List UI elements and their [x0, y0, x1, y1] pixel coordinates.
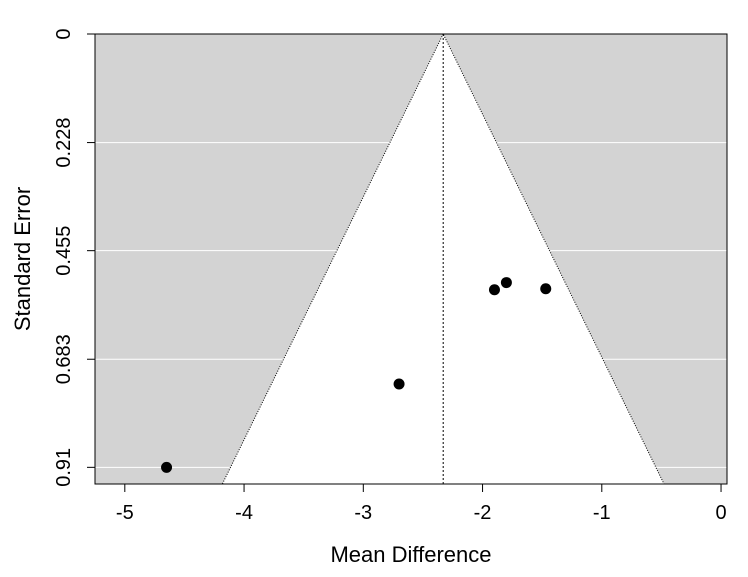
data-point-0 — [161, 461, 173, 473]
y-axis: 0 0.228 0.455 0.683 0.91 — [53, 28, 95, 487]
x-tick-label-2: -3 — [354, 502, 372, 524]
y-tick-label-0: 0 — [53, 28, 75, 39]
x-axis-title: Mean Difference — [330, 542, 491, 567]
data-point-2 — [488, 284, 500, 296]
x-axis: -5 -4 -3 -2 -1 0 — [116, 483, 727, 524]
x-tick-label-3: -2 — [474, 502, 492, 524]
data-point-4 — [540, 283, 552, 295]
y-tick-label-4: 0.91 — [53, 448, 75, 487]
x-tick-label-4: -1 — [593, 502, 611, 524]
x-tick-label-0: -5 — [116, 502, 134, 524]
x-tick-label-5: 0 — [715, 502, 726, 524]
y-axis-title: Standard Error — [10, 187, 35, 331]
data-point-1 — [393, 378, 405, 390]
y-tick-label-2: 0.455 — [53, 226, 75, 276]
data-points — [161, 277, 552, 473]
y-tick-label-1: 0.228 — [53, 118, 75, 168]
x-tick-label-1: -4 — [235, 502, 253, 524]
data-point-3 — [500, 277, 512, 289]
y-tick-label-3: 0.683 — [53, 334, 75, 384]
